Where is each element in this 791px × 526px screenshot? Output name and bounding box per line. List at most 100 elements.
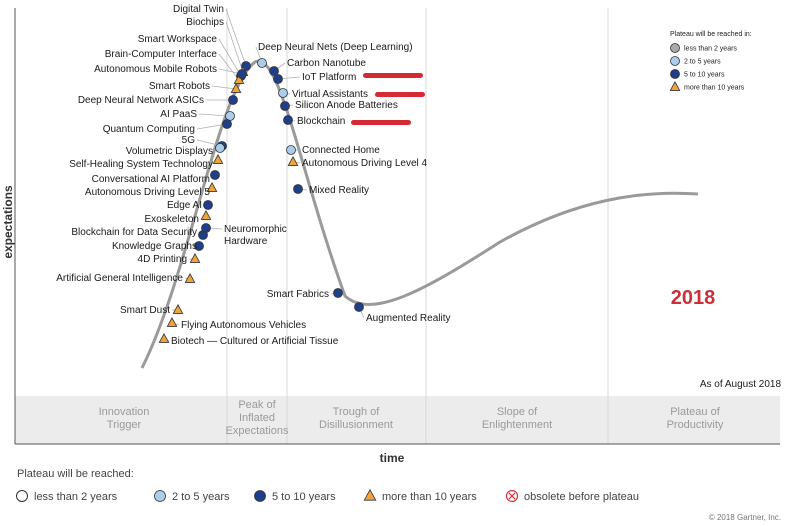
bottom-legend-more-than-10-years: more than 10 years: [363, 488, 477, 503]
tech-connected-home-marker: [286, 145, 296, 155]
tech-blockchain: Blockchain: [283, 115, 345, 127]
phase-dividers: [226, 8, 609, 444]
tech-4d-printing: 4D Printing: [138, 253, 201, 265]
small-legend-less-than-2-years: less than 2 years: [670, 43, 737, 53]
axes: [14, 8, 780, 445]
small-legend-more-than-10-years-label: more than 10 years: [684, 85, 745, 92]
tech-ai-paas: AI PaaS: [160, 109, 235, 121]
tech-brain-computer-interface-label: Brain-Computer Interface: [105, 49, 218, 60]
tech-knowledge-graphs-marker: [194, 241, 204, 251]
tech-biochips-label: Biochips: [186, 17, 224, 28]
tech-exoskeleton: Exoskeleton: [145, 210, 212, 225]
tech-carbon-nanotube-label: Carbon Nanotube: [287, 58, 366, 69]
tech-autonomous-mobile-robots-label: Autonomous Mobile Robots: [94, 64, 217, 75]
year-label: 2018: [671, 287, 716, 309]
bottom-legend-2-to-5-years-label: 2 to 5 years: [172, 491, 230, 503]
tech-silicon-anode-batteries: Silicon Anode Batteries: [280, 100, 398, 111]
tech-blockchain-marker: [283, 115, 293, 125]
tech-neuromorphic-hardware-marker: [201, 223, 211, 233]
tech-smart-robots-leader: [211, 85, 237, 90]
x-axis-label: time: [380, 451, 405, 465]
tech-virtual-assistants-marker: [278, 88, 288, 98]
tech-knowledge-graphs-label: Knowledge Graphs: [112, 241, 197, 252]
tech-smart-fabrics-label: Smart Fabrics: [267, 289, 329, 300]
tech-conversational-ai-platform-label: Conversational AI Platform: [92, 174, 210, 185]
tech-ai-paas-label: AI PaaS: [160, 109, 197, 120]
tech-quantum-computing-marker: [222, 119, 232, 129]
hype-curve: [140, 59, 699, 369]
small-legend-more-than-10-years: more than 10 years: [669, 81, 745, 92]
tech-blockchain-label: Blockchain: [297, 116, 345, 127]
phase-peak-of-inflated-expectations: Peak of Inflated Expectations: [226, 399, 289, 437]
tech-silicon-anode-batteries-marker: [280, 101, 290, 111]
tech-ai-paas-leader: [198, 113, 231, 117]
tech-quantum-computing-leader: [196, 123, 228, 130]
tech-self-healing-system-technology: Self-Healing System Technology: [69, 154, 224, 170]
tech-autonomous-mobile-robots-marker: [237, 69, 247, 79]
bottom-legend-less-than-2-years: less than 2 years: [16, 490, 118, 503]
phase-labels: Innovation Trigger Peak of Inflated Expectat…: [99, 399, 724, 437]
tech-smart-dust: Smart Dust: [120, 304, 184, 316]
tech-digital-twin-leader: [225, 8, 247, 67]
tech-edge-ai: Edge AI: [167, 200, 213, 211]
tech-autonomous-driving-level-4: Autonomous Driving Level 4: [287, 156, 428, 169]
bottom-legend-less-than-2-years-label: less than 2 years: [34, 491, 118, 503]
tech-silicon-anode-batteries-label: Silicon Anode Batteries: [295, 100, 398, 111]
y-axis-label: expectations: [1, 185, 15, 259]
bottom-legend-more-than-10-years-label: more than 10 years: [382, 491, 477, 503]
tech-autonomous-mobile-robots: Autonomous Mobile Robots: [94, 64, 247, 79]
small-legend-title: Plateau will be reached in:: [670, 31, 752, 38]
tech-autonomous-driving-level-4-label: Autonomous Driving Level 4: [302, 158, 428, 169]
small-legend-less-than-2-years-label: less than 2 years: [684, 46, 737, 53]
tech-smart-robots: Smart Robots: [149, 81, 242, 93]
bottom-legend-more-than-10-years-marker: [363, 488, 377, 501]
tech-neuromorphic-hardware-label: Neuromorphic Hardware: [224, 224, 287, 247]
phase-band: [15, 396, 780, 444]
small-legend-5-to-10-years-marker: [670, 69, 680, 79]
tech-edge-ai-marker: [203, 200, 213, 210]
tech-carbon-nanotube-marker: [269, 66, 279, 76]
small-legend-2-to-5-years: 2 to 5 years: [670, 56, 721, 66]
tech-5g-label: 5G: [182, 135, 196, 146]
tech-iot-platform-label: IoT Platform: [302, 72, 356, 83]
tech-4d-printing-marker: [189, 253, 201, 263]
tech-digital-twin-label: Digital Twin: [173, 4, 224, 15]
copyright: © 2018 Gartner, Inc.: [709, 513, 781, 522]
bottom-legend-5-to-10-years-marker: [254, 490, 266, 502]
highlight-marks: [351, 73, 425, 125]
tech-mixed-reality-label: Mixed Reality: [309, 185, 369, 196]
tech-self-healing-system-technology-marker: [212, 154, 224, 164]
tech-mixed-reality-marker: [293, 184, 303, 194]
tech-augmented-reality-marker: [354, 302, 364, 312]
phase-plateau-of-productivity: Plateau of Productivity: [667, 406, 724, 431]
tech-edge-ai-label: Edge AI: [167, 200, 202, 211]
tech-smart-workspace-leader: [218, 38, 242, 77]
tech-volumetric-displays-marker: [215, 143, 225, 153]
small-legend-2-to-5-years-marker: [670, 56, 680, 66]
tech-conversational-ai-platform: Conversational AI Platform: [92, 170, 220, 185]
phase-slope-of-enlightenment: Slope of Enlightenment: [482, 406, 552, 431]
small-legend: Plateau will be reached in: less than 2 …: [669, 31, 752, 92]
tech-deep-neural-network-asics-marker: [228, 95, 238, 105]
tech-connected-home-label: Connected Home: [302, 145, 380, 156]
tech-conversational-ai-platform-marker: [210, 170, 220, 180]
tech-autonomous-driving-level-4-marker: [287, 156, 299, 166]
tech-carbon-nanotube: Carbon Nanotube: [269, 58, 366, 76]
bottom-legend-obsolete-before-plateau: obsolete before plateau: [505, 489, 639, 503]
tech-brain-computer-interface-marker: [233, 74, 245, 84]
bottom-legend-obsolete-before-plateau-marker-x: [508, 492, 516, 500]
bottom-legend-title: Plateau will be reached:: [17, 468, 134, 480]
tech-augmented-reality: Augmented Reality: [354, 302, 451, 324]
tech-flying-autonomous-vehicles: Flying Autonomous Vehicles: [166, 317, 306, 331]
tech-biotech-cultured-or-artificial-tissue: Biotech — Cultured or Artificial Tissue: [158, 333, 339, 347]
bottom-legend-5-to-10-years-label: 5 to 10 years: [272, 491, 336, 503]
tech-smart-dust-marker: [172, 304, 184, 314]
tech-autonomous-driving-level-5: Autonomous Driving Level 5: [85, 182, 218, 198]
tech-autonomous-driving-level-5-marker: [206, 182, 218, 192]
small-legend-less-than-2-years-marker: [670, 43, 680, 53]
tech-self-healing-system-technology-label: Self-Healing System Technology: [69, 159, 213, 170]
small-legend-5-to-10-years-label: 5 to 10 years: [684, 72, 725, 79]
tech-blockchain-for-data-security: Blockchain for Data Security: [71, 227, 208, 240]
tech-smart-dust-label: Smart Dust: [120, 305, 170, 316]
tech-flying-autonomous-vehicles-label: Flying Autonomous Vehicles: [181, 320, 306, 331]
